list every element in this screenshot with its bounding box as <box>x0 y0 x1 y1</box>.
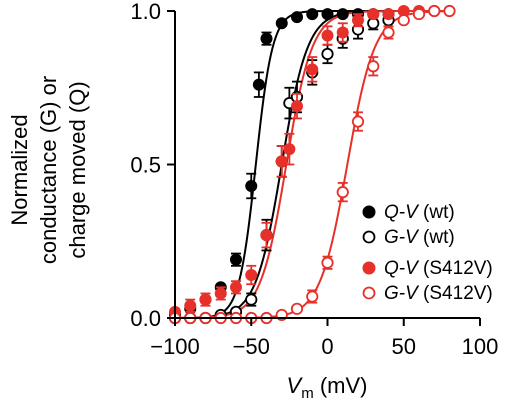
legend-marker <box>362 230 376 244</box>
legend-tag: (wt) <box>418 227 455 248</box>
data-point <box>184 299 197 312</box>
data-point <box>306 290 319 303</box>
data-point <box>214 287 227 300</box>
data-point <box>321 256 334 269</box>
data-point <box>336 26 349 39</box>
x-axis-var: V <box>287 373 304 398</box>
data-point <box>412 7 426 21</box>
tick-labels: −100 −50 0 50 100 0.0 0.5 1.0 <box>130 0 498 359</box>
x-axis-title-text: Vm (mV) <box>287 373 368 402</box>
data-point <box>351 115 365 128</box>
x-tick-label: 0 <box>321 334 333 359</box>
legend-var: G-V <box>384 227 420 248</box>
data-point <box>260 229 273 242</box>
data-point <box>367 60 380 73</box>
data-point <box>321 8 334 21</box>
legend-var: G-V <box>384 283 420 304</box>
legend-tag: (wt) <box>418 202 455 223</box>
data-point <box>321 47 334 61</box>
legend-marker <box>362 205 376 219</box>
legend: Q-V (wt)G-V (wt)Q-V (S412V)G-V (S412V) <box>362 202 493 304</box>
data-point <box>275 17 288 30</box>
data-point <box>352 14 364 27</box>
axes <box>167 10 481 326</box>
data-point <box>199 293 212 306</box>
data-point <box>283 143 296 156</box>
data-point <box>306 8 319 21</box>
y-tick-label: 0.0 <box>130 306 161 331</box>
data-point <box>230 253 242 266</box>
data-point <box>336 8 349 21</box>
legend-label: G-V (S412V) <box>384 283 493 304</box>
data-point <box>306 63 319 76</box>
data-point <box>397 14 410 27</box>
data-point <box>382 26 395 39</box>
data-point <box>291 11 303 24</box>
data-point <box>321 29 334 42</box>
data-point <box>382 8 395 21</box>
data-point <box>245 293 258 306</box>
y-tick-label: 0.5 <box>130 153 161 178</box>
legend-tag: (S412V) <box>418 258 493 279</box>
data-point <box>230 281 242 294</box>
legend-label: Q-V (S412V) <box>384 258 493 279</box>
x-axis-title: Vm (mV) <box>287 373 368 402</box>
legend-var: Q-V <box>384 258 420 279</box>
data-point <box>367 8 380 21</box>
data-point <box>252 78 265 91</box>
data-point <box>443 4 456 18</box>
x-axis-unit: (mV) <box>314 373 368 398</box>
legend-marker <box>362 261 376 275</box>
legend-tag: (S412V) <box>418 283 493 304</box>
y-axis-title-line: Normalized <box>7 114 32 225</box>
x-axis-subscript: m <box>301 385 314 402</box>
y-axis-title: Normalized conductance (G) or charge moved… <box>7 76 90 264</box>
x-tick-label: −100 <box>150 334 200 359</box>
legend-marker <box>362 286 376 300</box>
legend-label: Q-V (wt) <box>384 202 455 223</box>
data-point <box>291 100 303 113</box>
legend-label: G-V (wt) <box>384 227 455 248</box>
legend-var: Q-V <box>384 202 420 223</box>
y-axis-title-line: conductance (G) or <box>36 76 61 264</box>
data-point <box>428 4 441 18</box>
y-axis-title-line: charge moved (Q) <box>65 81 90 258</box>
y-tick-label: 1.0 <box>130 0 161 24</box>
x-tick-label: −50 <box>233 334 270 359</box>
data-point <box>290 302 304 315</box>
data-point <box>260 32 273 45</box>
data-point <box>245 179 258 192</box>
x-tick-label: 50 <box>392 334 416 359</box>
data-point <box>336 186 349 199</box>
x-tick-label: 100 <box>462 334 499 359</box>
data-point <box>245 269 258 282</box>
